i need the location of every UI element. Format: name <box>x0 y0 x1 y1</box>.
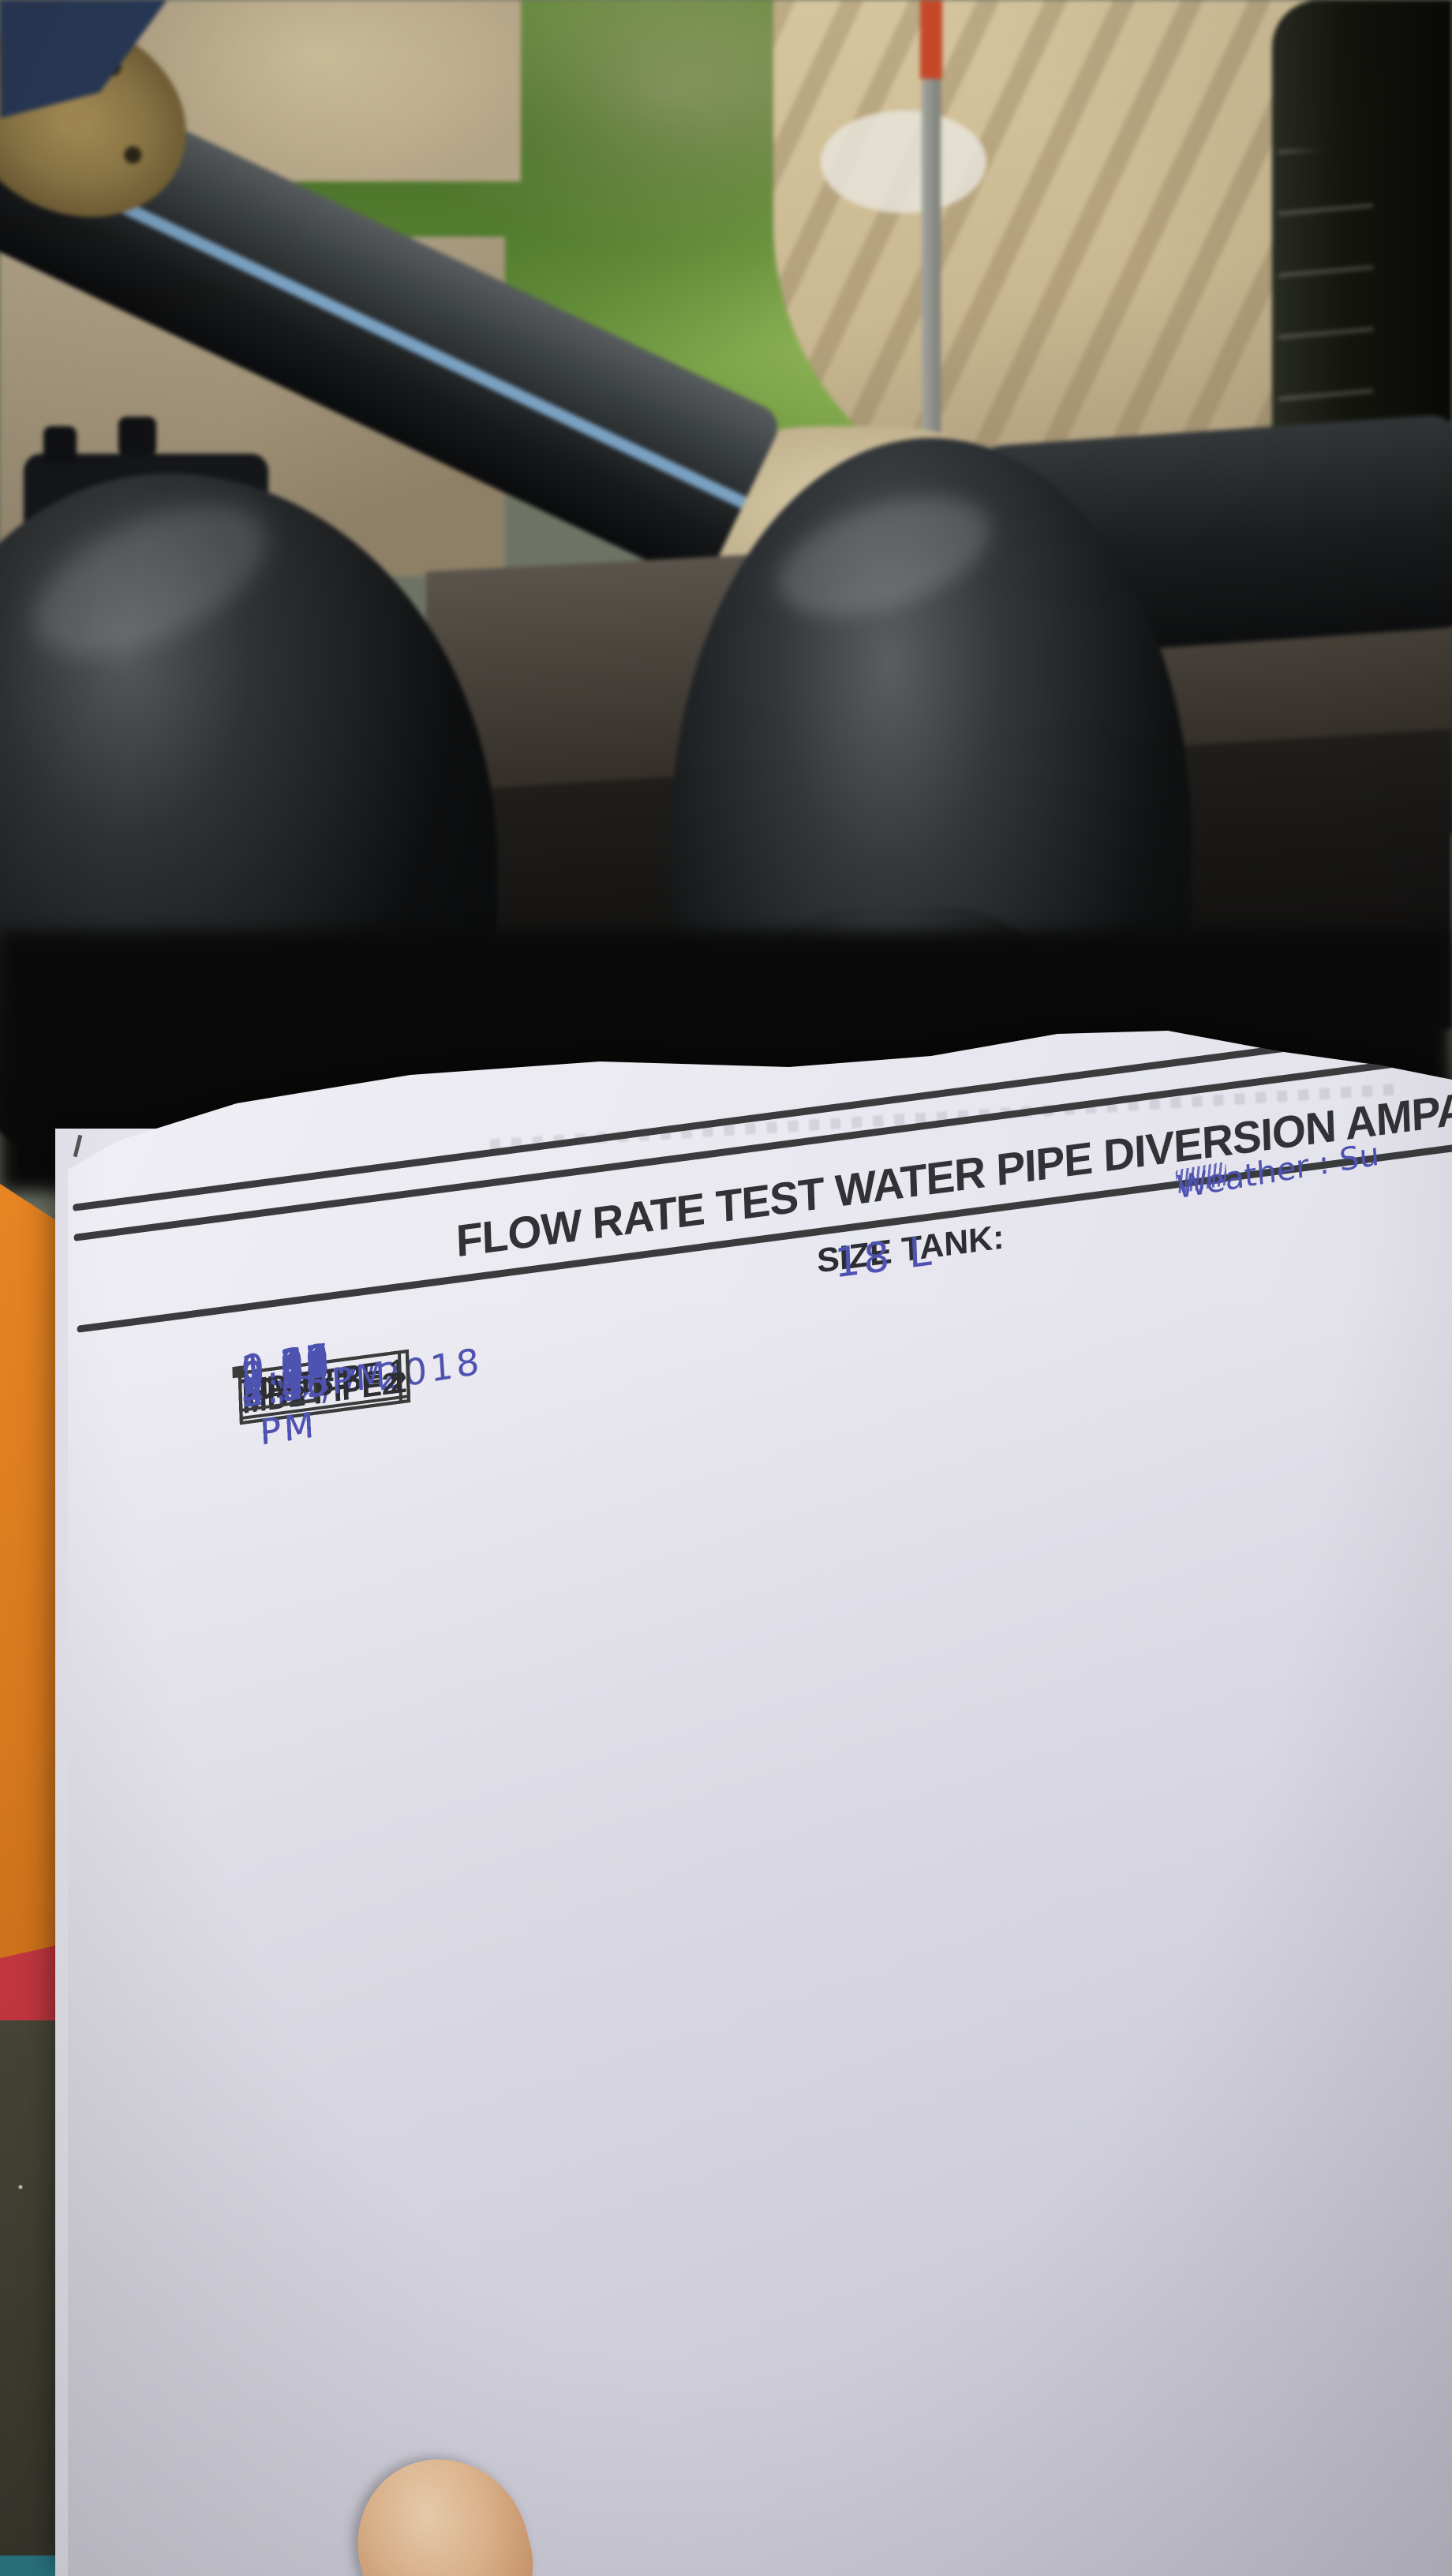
survey-pole-red-cap <box>920 0 942 79</box>
flow-rate-table: DATE: 12/7/2018 MD1 PIPE 1 MD1 PIPE 2 MD2… <box>232 1335 484 1453</box>
form-sheet-content: FLOW RATE TEST WATER PIPE DIVERSION AMPA… <box>69 1031 1452 2576</box>
clamp-lug <box>118 417 156 456</box>
value-cell <box>238 1371 245 1379</box>
clamp-lug <box>43 426 77 464</box>
size-tank-value-handwritten: 18 L <box>833 1226 936 1288</box>
white-cloth <box>821 110 986 213</box>
